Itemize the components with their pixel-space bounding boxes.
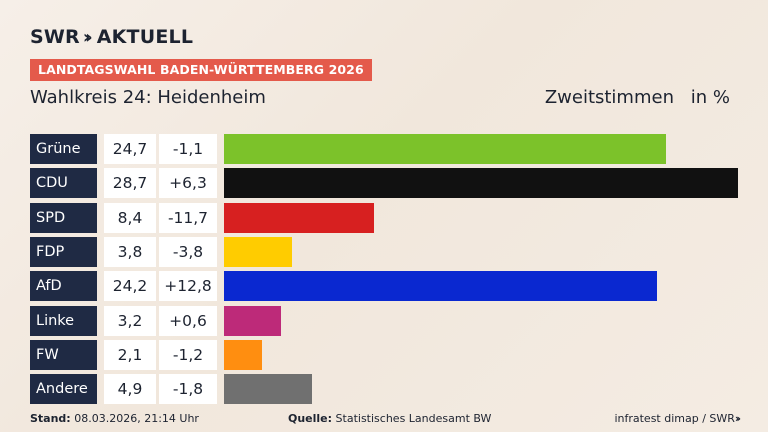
- change-label: -1,1: [159, 134, 217, 164]
- bar: [224, 168, 738, 199]
- party-label: FW: [30, 339, 97, 370]
- bar: [224, 339, 262, 370]
- change-label: -1,2: [159, 339, 217, 370]
- swr-aktuell-logo: SWR ›› AKTUELL: [30, 24, 193, 50]
- change-label: -3,8: [159, 236, 217, 267]
- chevrons-icon: ››: [734, 412, 741, 425]
- party-label: Grüne: [30, 134, 97, 164]
- stand-label: Stand:: [30, 412, 71, 425]
- chart-row: AfD 24,2 +12,8: [30, 271, 740, 302]
- change-label: -1,8: [159, 374, 217, 405]
- value-label: 8,4: [104, 202, 156, 233]
- value-label: 3,2: [104, 305, 156, 336]
- bar: [224, 305, 282, 336]
- value-label: 24,2: [104, 271, 156, 302]
- value-label: 3,8: [104, 236, 156, 267]
- footer-credit: infratest dimap / SWR››: [614, 412, 741, 425]
- election-banner: LANDTAGSWAHL BADEN-WÜRTTEMBERG 2026: [30, 59, 372, 81]
- party-label: SPD: [30, 202, 97, 233]
- bar: [224, 134, 667, 164]
- footer-stand: Stand: 08.03.2026, 21:14 Uhr: [30, 412, 199, 425]
- value-label: 4,9: [104, 374, 156, 405]
- chart-row: Linke 3,2 +0,6: [30, 305, 740, 336]
- value-label: 24,7: [104, 134, 156, 164]
- party-label: CDU: [30, 168, 97, 199]
- chart-subtitle: Wahlkreis 24: Heidenheim: [30, 87, 266, 108]
- chart-row: Andere 4,9 -1,8: [30, 374, 740, 405]
- value-label: 28,7: [104, 168, 156, 199]
- bar: [224, 202, 375, 233]
- unit-label: in %: [690, 87, 730, 108]
- party-label: Andere: [30, 374, 97, 405]
- bar: [224, 374, 312, 405]
- brand-swr: SWR: [30, 26, 80, 48]
- chart-row: CDU 28,7 +6,3: [30, 168, 740, 199]
- change-label: -11,7: [159, 202, 217, 233]
- party-label: Linke: [30, 305, 97, 336]
- measure-label: Zweitstimmen: [544, 87, 674, 108]
- chart-row: Grüne 24,7 -1,1: [30, 134, 740, 164]
- change-label: +0,6: [159, 305, 217, 336]
- chart-row: FDP 3,8 -3,8: [30, 236, 740, 267]
- source-label: Quelle:: [288, 412, 333, 425]
- stand-value: 08.03.2026, 21:14 Uhr: [74, 412, 199, 425]
- chart-row: FW 2,1 -1,2: [30, 339, 740, 370]
- footer-source: Quelle: Statistisches Landesamt BW: [288, 412, 491, 425]
- chart-row: SPD 8,4 -11,7: [30, 202, 740, 233]
- bar: [224, 271, 658, 302]
- credit-text: infratest dimap / SWR: [614, 412, 735, 425]
- change-label: +12,8: [159, 271, 217, 302]
- party-label: FDP: [30, 236, 97, 267]
- value-label: 2,1: [104, 339, 156, 370]
- change-label: +6,3: [159, 168, 217, 199]
- source-value: Statistisches Landesamt BW: [335, 412, 492, 425]
- party-label: AfD: [30, 271, 97, 302]
- bar: [224, 236, 293, 267]
- brand-aktuell: AKTUELL: [96, 26, 194, 48]
